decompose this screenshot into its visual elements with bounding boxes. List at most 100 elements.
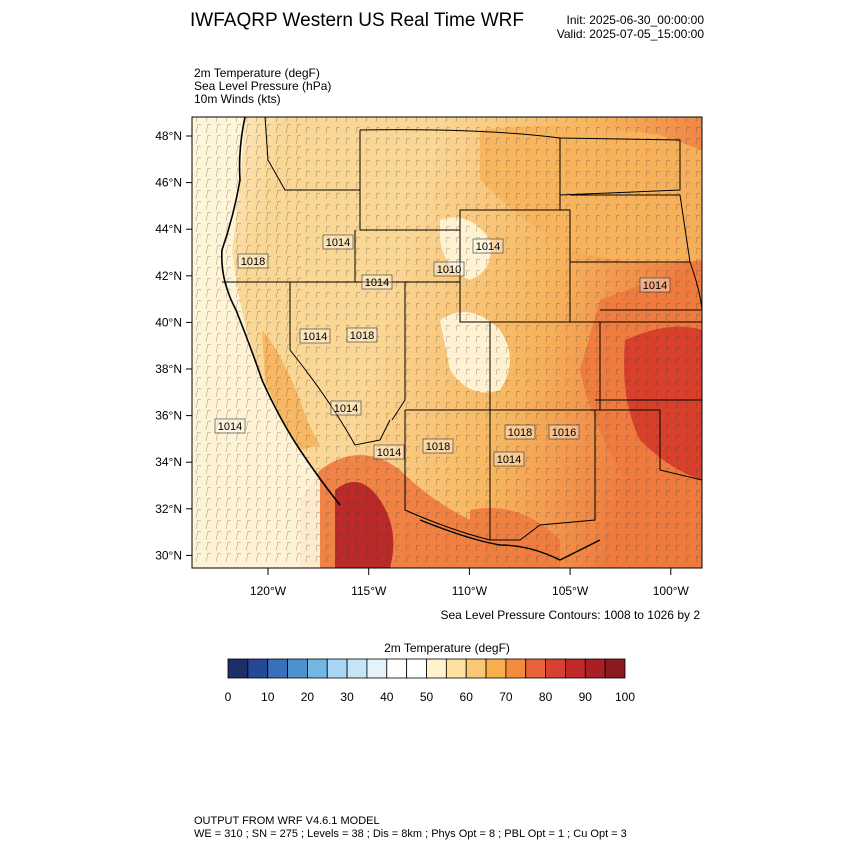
wind-barb: [345, 390, 351, 398]
svg-text:1018: 1018: [350, 330, 374, 342]
wind-barb: [465, 456, 471, 464]
wind-barb: [275, 156, 282, 167]
wind-barb: [445, 203, 451, 211]
wind-barb: [685, 269, 691, 277]
wind-barb: [415, 291, 421, 299]
wind-barb: [435, 192, 441, 200]
wind-barb: [285, 266, 292, 277]
wind-barb: [365, 137, 371, 145]
wind-barb: [215, 156, 222, 167]
wind-barb: [405, 181, 411, 189]
wind-barb: [465, 225, 471, 233]
wind-barb: [205, 222, 212, 233]
wind-barb: [265, 508, 272, 519]
pressure-label: 1014: [322, 234, 354, 250]
wind-barb: [365, 181, 371, 189]
wind-barb: [255, 497, 262, 508]
wind-barb: [195, 123, 202, 134]
wind-barb: [525, 126, 531, 134]
wind-barb: [395, 544, 401, 552]
wind-barb: [195, 145, 202, 156]
wind-barb: [285, 453, 292, 464]
wind-barb: [365, 126, 371, 134]
wind-barb: [315, 214, 321, 222]
wind-barb: [255, 277, 262, 288]
wind-barb: [225, 497, 232, 508]
wind-barb: [355, 225, 361, 233]
wind-barb: [585, 489, 591, 497]
wind-barb: [305, 225, 311, 233]
wind-barb: [445, 511, 451, 519]
wind-barb: [505, 214, 511, 222]
wind-barb: [275, 519, 282, 530]
wind-barb: [405, 401, 411, 409]
wind-barb: [645, 203, 651, 211]
wind-barb: [375, 401, 381, 409]
wind-barb: [305, 423, 311, 431]
wind-barb: [305, 313, 311, 321]
wind-barb: [325, 214, 331, 222]
wind-barb: [205, 497, 212, 508]
wind-barb: [455, 401, 461, 409]
wind-barb: [645, 423, 651, 431]
wind-barb: [215, 244, 222, 255]
wind-barb: [505, 335, 511, 343]
wind-barb: [435, 533, 441, 541]
wind-barb: [365, 324, 371, 332]
wind-barb: [275, 277, 282, 288]
wind-barb: [295, 117, 298, 123]
wind-barb: [565, 346, 571, 354]
wind-barb: [455, 511, 461, 519]
wind-barb: [515, 214, 521, 222]
wind-barb: [305, 368, 311, 376]
wind-barb: [615, 269, 621, 277]
colorbar-title: 2m Temperature (degF): [384, 641, 510, 655]
wind-barb: [345, 236, 351, 244]
wind-barb: [535, 247, 541, 255]
wind-barb: [485, 335, 491, 343]
wind-barb: [255, 134, 262, 145]
wind-barb: [625, 159, 631, 167]
wind-barb: [345, 181, 351, 189]
lat-label: 48°N: [155, 129, 182, 143]
wind-barb: [405, 192, 411, 200]
wind-barb: [525, 544, 531, 552]
wind-barb: [245, 178, 252, 189]
colorbar-swatch: [604, 658, 626, 679]
wind-barb: [195, 497, 202, 508]
wind-barb: [215, 332, 222, 343]
wind-barb: [255, 409, 262, 420]
wind-barb: [695, 192, 701, 200]
wind-barb: [425, 467, 431, 475]
pressure-label: 1014: [472, 238, 504, 254]
wind-barb: [325, 456, 331, 464]
wind-barb: [585, 511, 591, 519]
wind-barb: [255, 398, 262, 409]
wind-barb: [245, 167, 252, 178]
wind-barb: [595, 117, 600, 123]
wind-barb: [405, 269, 411, 277]
wind-barb: [445, 335, 451, 343]
wind-barb: [555, 247, 561, 255]
wind-barb: [385, 203, 391, 211]
wind-barb: [615, 170, 621, 178]
wind-barb: [435, 357, 441, 365]
wind-barb: [345, 478, 351, 486]
wind-barb: [645, 302, 651, 310]
wind-barb: [645, 357, 651, 365]
wind-barb: [195, 189, 202, 200]
wind-barb: [305, 390, 311, 398]
wind-barb: [625, 401, 631, 409]
wind-barb: [195, 266, 202, 277]
wind-barb: [435, 478, 441, 486]
wind-barb: [585, 368, 591, 376]
wind-barb: [635, 467, 641, 475]
wind-barb: [535, 159, 541, 167]
wind-barb: [335, 236, 341, 244]
wind-barb: [575, 346, 581, 354]
wind-barb: [235, 398, 242, 409]
wind-barb: [335, 126, 341, 134]
wind-barb: [465, 346, 471, 354]
wind-barb: [405, 302, 411, 310]
wind-barb: [575, 489, 581, 497]
